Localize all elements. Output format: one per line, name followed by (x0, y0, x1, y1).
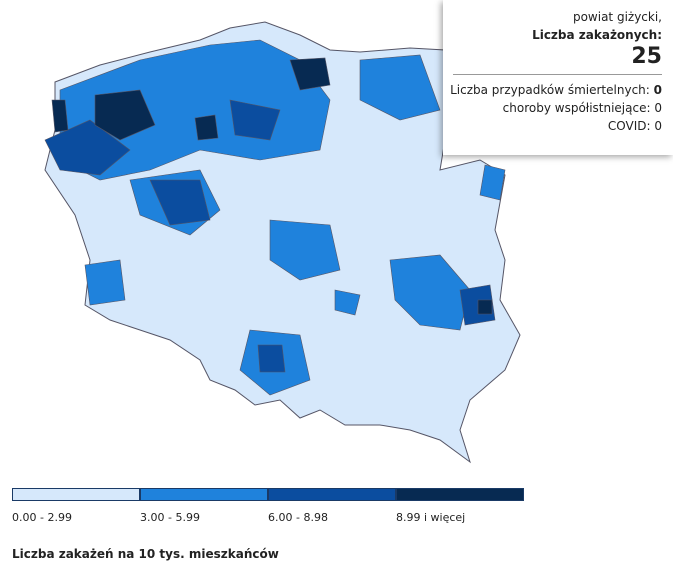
comorbid-value: 0 (654, 101, 662, 115)
legend-label: 8.99 i więcej (396, 511, 466, 524)
comorbid-label: choroby współistniejące: (502, 101, 651, 115)
divider (453, 74, 662, 75)
tooltip: powiat giżycki, Liczba zakażonych: 25 Li… (443, 0, 673, 155)
deaths-label: Liczba przypadków śmiertelnych: (450, 83, 650, 97)
comorbid-row: choroby współistniejące: 0 (443, 99, 662, 117)
deaths-row: Liczba przypadków śmiertelnych: 0 (443, 81, 662, 99)
legend-label: 6.00 - 8.98 (268, 511, 328, 524)
legend-bar (12, 488, 524, 501)
legend-title: Liczba zakażeń na 10 tys. mieszkańców (12, 547, 279, 561)
legend-swatch (140, 488, 268, 501)
legend-label: 0.00 - 2.99 (12, 511, 72, 524)
legend-swatch (12, 488, 140, 501)
region-name: powiat giżycki, (572, 10, 662, 24)
covid-value: 0 (654, 119, 662, 133)
covid-label: COVID: (607, 119, 651, 133)
legend-swatch (396, 488, 524, 501)
regions-dark (44, 99, 496, 373)
legend-swatch (268, 488, 396, 501)
map (44, 21, 521, 464)
legend-labels: 0.00 - 2.99 3.00 - 5.99 6.00 - 8.98 8.99 i … (12, 511, 524, 524)
legend-label: 3.00 - 5.99 (140, 511, 200, 524)
regions-darkest (51, 57, 493, 315)
cases-value: 25 (631, 44, 662, 69)
deaths-value: 0 (653, 83, 662, 97)
covid-row: COVID: 0 (443, 117, 662, 135)
cases-label: Liczba zakażonych: (532, 28, 662, 42)
